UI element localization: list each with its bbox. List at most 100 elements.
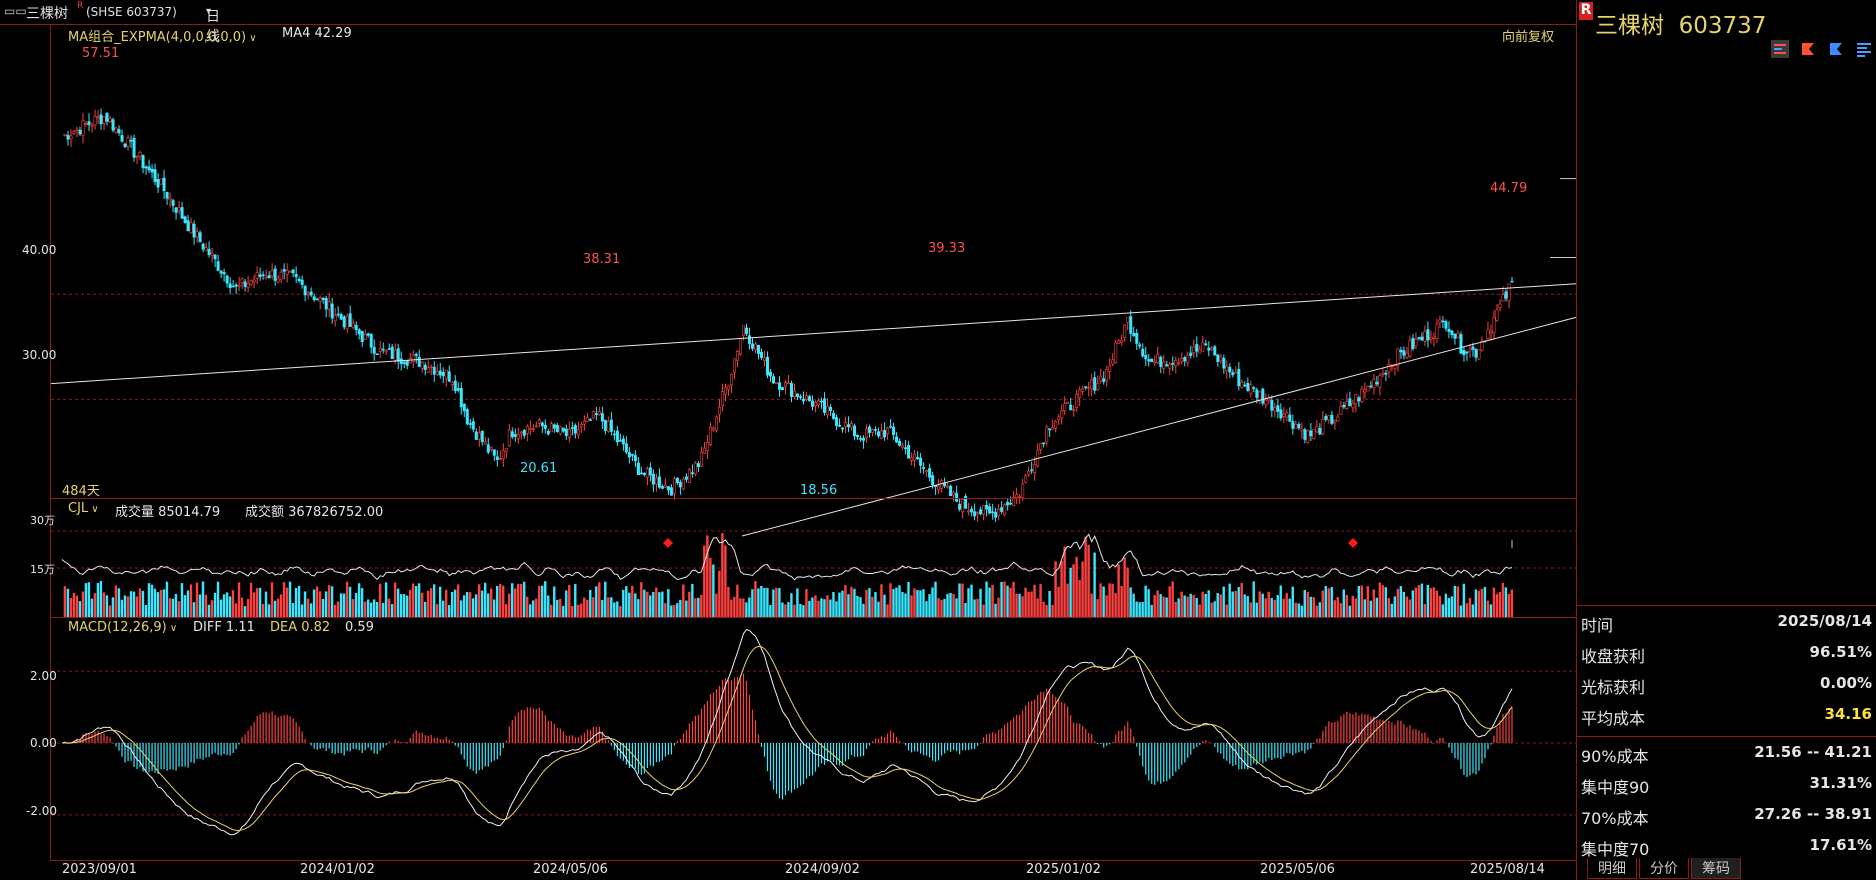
volume-bar [1084,536,1087,617]
candle-body [615,430,619,443]
volume-bar [550,604,553,617]
candle-body [273,268,277,281]
vol-tick-30w: 30万 [30,514,55,527]
volume-bar [444,589,448,617]
volume-bar [1240,582,1243,617]
candle-body [1321,418,1325,434]
volume-bar [471,598,475,617]
volume-bar [535,598,538,617]
volume-bar [1471,604,1475,617]
candle-body [696,463,700,467]
candle-body [759,351,763,358]
candle-body [1195,344,1199,352]
volume-bar [586,599,589,617]
candle-body [919,457,923,466]
volume-bar [916,590,919,617]
volume-bar [336,601,340,617]
volume-bar [514,588,517,617]
price-chart[interactable] [0,24,1577,880]
volume-bar [1105,595,1108,617]
candle-body [216,261,220,271]
chip-flag-blue-icon[interactable] [1827,40,1845,58]
candle-body [1072,409,1076,412]
volume-bar [279,594,283,617]
stat-label-time: 时间 [1581,616,1614,635]
tab-price-dist[interactable]: 分价 [1639,858,1689,879]
volume-bar [153,588,157,617]
candle-body [1312,429,1316,439]
volume-bar [249,582,253,617]
tab-chips[interactable]: 筹码 [1691,858,1741,879]
volume-bar [532,600,535,617]
volume-bar [541,585,544,617]
volume-bar [856,596,859,617]
candle-body [399,358,403,365]
volume-bar [156,592,160,617]
volume-bar [883,594,886,617]
candle-body [621,438,625,445]
candle-body [588,419,592,421]
volume-bar [1474,589,1478,617]
candle-body [642,472,646,476]
candle-body [1426,329,1430,341]
volume-bar [694,598,697,617]
volume-bar [631,585,634,617]
volume-bar [1111,583,1114,617]
volume-bar [270,582,274,617]
volume-bar [426,590,430,617]
candle-body [396,348,400,362]
volume-bar [72,592,76,617]
volume-bar [1258,591,1261,617]
volume-bar [1210,602,1213,617]
chip-flag-red-icon[interactable] [1799,40,1817,58]
volume-bar [312,589,316,617]
candle-body [1510,280,1514,283]
chip-list-icon[interactable] [1771,40,1789,58]
volume-bar [363,601,367,617]
candle-body [717,406,721,415]
link-icon[interactable]: ▭▭ [4,4,27,18]
volume-bar [327,585,331,617]
candle-body [1237,368,1241,387]
candle-body [468,423,472,425]
signal-diamond [663,538,673,548]
volume-indicator-label[interactable]: CJL ∨ [68,501,99,516]
volume-bar [1030,591,1033,617]
volume-bar [1369,600,1373,617]
stat-value-conc70: 17.61% [1809,836,1872,854]
candle-body [1456,333,1460,338]
candle-body [459,388,463,408]
volume-bar [595,586,598,617]
volume-bar [910,595,913,617]
volume-bar [877,601,880,617]
candle-body [1369,385,1373,388]
candle-body [1477,349,1481,360]
candle-body [96,116,100,119]
candle-body [1465,351,1469,354]
volume-bar [898,585,901,617]
volume-bar [1027,591,1030,617]
stat-value-cost90: 21.56 -- 41.21 [1754,743,1872,761]
volume-bar [835,601,838,617]
volume-bar [502,585,505,617]
volume-bar [1168,586,1171,617]
tab-detail[interactable]: 明细 [1587,858,1637,879]
candle-body [714,416,718,431]
candle-body [240,278,244,283]
candle-body [489,447,493,450]
ma-indicator-label[interactable]: MA组合_EXPMA(4,0,0,0,0,0) ∨ [68,26,257,45]
volume-bar [1114,593,1117,617]
volume-bar [1012,581,1015,617]
chip-bars-icon[interactable] [1855,40,1873,58]
macd-indicator-label[interactable]: MACD(12,26,9) ∨ [68,620,177,635]
volume-bar [1108,583,1111,617]
volume-bar [772,589,775,617]
volume-bar [757,588,760,617]
volume-bar [192,602,196,617]
volume-bar [958,583,961,617]
stat-label-avg-cost: 平均成本 [1581,709,1646,728]
panel-title: 三棵树 603737 [1595,13,1767,39]
candle-body [78,129,82,135]
volume-bar [285,587,289,617]
adjust-label[interactable]: 向前复权 [1502,30,1555,45]
